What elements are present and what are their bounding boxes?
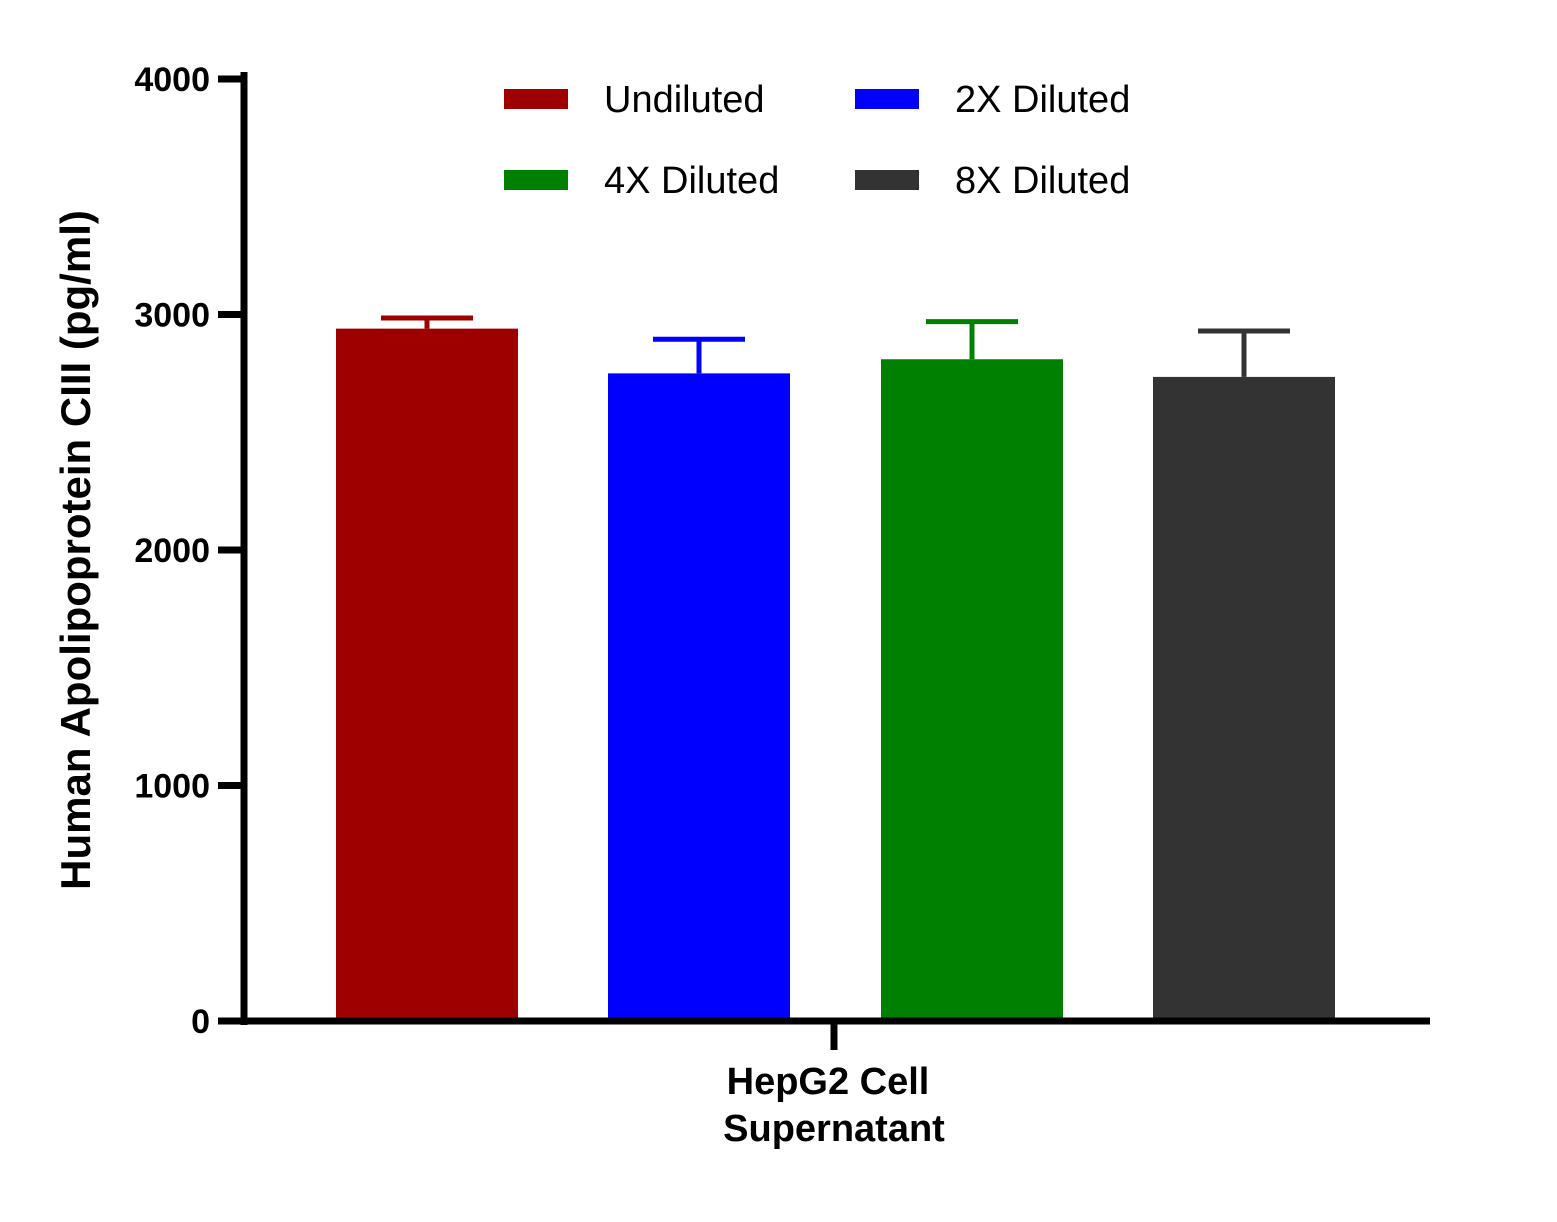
category-label-line-2: Supernatant	[723, 1108, 945, 1150]
y-tick-label: 2000	[134, 532, 210, 570]
category-label-line-1: HepG2 Cell	[727, 1061, 930, 1103]
y-tick-label: 4000	[134, 61, 210, 99]
legend-label: 8X Diluted	[955, 160, 1130, 202]
bar-8x-diluted	[1153, 376, 1335, 1022]
bars-group	[336, 328, 1335, 1022]
bar-undiluted	[336, 328, 518, 1021]
bar-2x-diluted	[608, 373, 790, 1021]
bar-4x-diluted	[881, 359, 1063, 1021]
error-bars-group	[381, 315, 1290, 377]
legend: Undiluted 2X Diluted 4X Diluted 8X Diluted	[504, 79, 1130, 202]
legend-label: 2X Diluted	[955, 79, 1130, 121]
legend-swatch	[504, 89, 568, 109]
legend-label: Undiluted	[604, 79, 765, 121]
legend-swatch	[855, 89, 919, 109]
y-tick-label: 1000	[134, 768, 210, 806]
legend-swatch	[504, 170, 568, 190]
y-ticks-group: 0 1000 2000 3000 4000	[134, 61, 244, 1041]
legend-swatch	[855, 170, 919, 190]
legend-label: 4X Diluted	[604, 160, 779, 202]
y-axis-title: Human Apolipoprotein CIII (pg/ml)	[52, 210, 99, 890]
y-tick-label: 3000	[134, 297, 210, 335]
y-tick-label: 0	[191, 1003, 210, 1041]
